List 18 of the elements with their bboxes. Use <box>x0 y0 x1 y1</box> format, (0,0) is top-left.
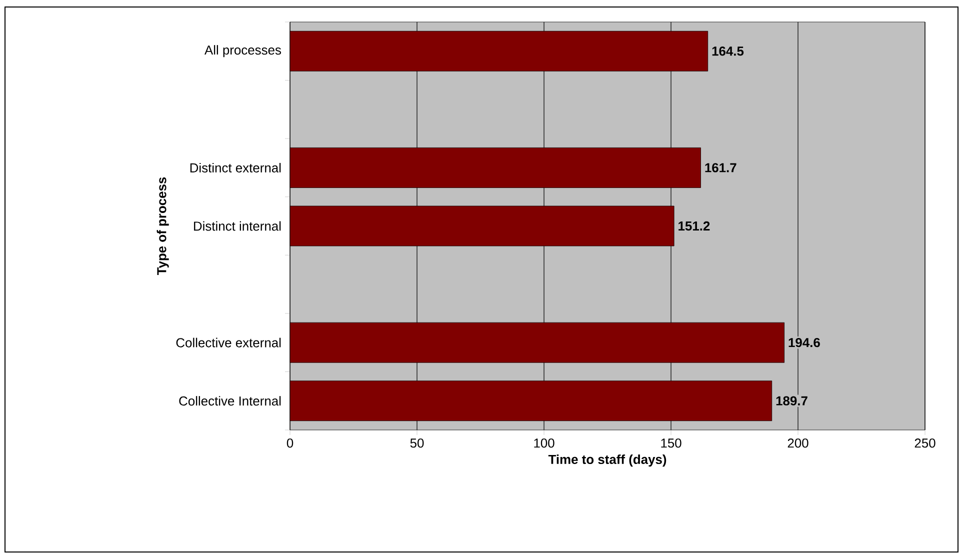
x-tick-label: 250 <box>914 438 936 448</box>
y-tick-label: Collective Internal <box>179 396 281 406</box>
data-label: 164.5 <box>712 46 744 56</box>
x-tick-label: 150 <box>661 438 682 448</box>
data-label: 151.2 <box>678 221 710 231</box>
x-tick-label: 100 <box>534 438 554 448</box>
x-tick-label: 200 <box>788 438 808 448</box>
data-label: 194.6 <box>788 338 820 348</box>
data-label: 189.7 <box>776 396 808 406</box>
y-tick-label: All processes <box>204 45 282 58</box>
y-axis-title: Type of process <box>156 177 169 276</box>
y-tick-label: Collective external <box>176 338 281 348</box>
data-label: 161.7 <box>705 163 736 172</box>
y-tick-label: Distinct external <box>190 162 281 172</box>
x-axis-title: Time to staff (days) <box>548 454 666 467</box>
y-tick-label: Distinct internal <box>194 221 281 231</box>
x-tick-label: 50 <box>410 438 424 448</box>
x-tick-label: 0 <box>286 438 294 448</box>
